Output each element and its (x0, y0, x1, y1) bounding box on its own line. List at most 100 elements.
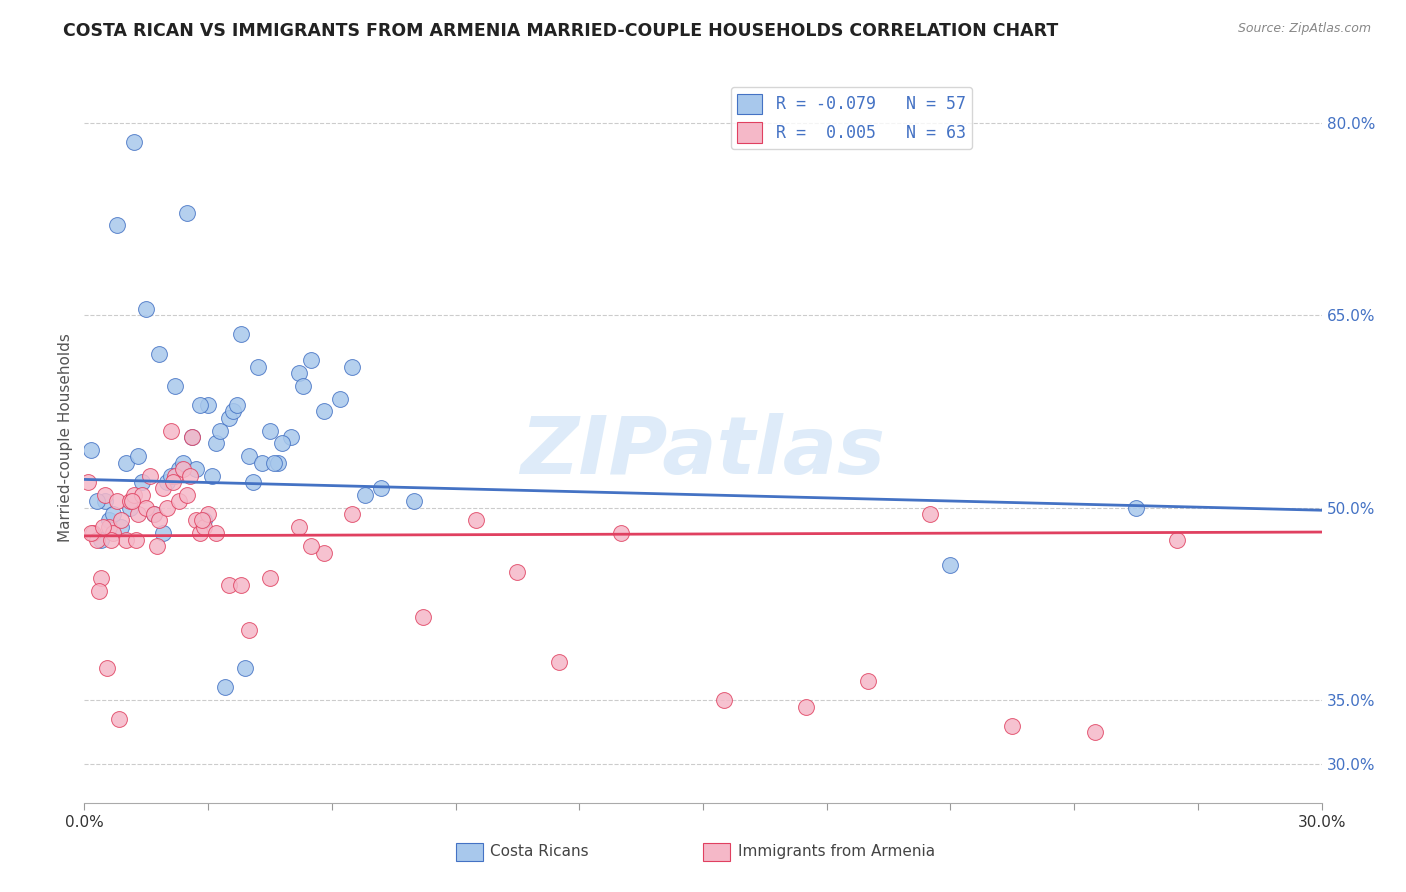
Point (87, 584, 110, 599)
Point (329, 392, 352, 406)
Point (135, 301, 157, 316)
Point (370, 482, 392, 496)
Point (172, 456, 194, 470)
Point (609, 526, 631, 541)
Point (165, 378, 187, 392)
Point (263, 456, 285, 470)
Point (122, 135, 145, 149)
Point (299, 539, 322, 553)
Point (229, 577, 252, 591)
Point (939, 558, 962, 573)
Point (259, 424, 281, 438)
Point (856, 673, 879, 688)
Text: Source: ZipAtlas.com: Source: ZipAtlas.com (1237, 22, 1371, 36)
Point (267, 456, 290, 470)
Point (103, 526, 125, 541)
Point (131, 488, 153, 502)
Legend: R = -0.079   N = 57, R =  0.005   N = 63: R = -0.079 N = 57, R = 0.005 N = 63 (731, 87, 973, 149)
Text: COSTA RICAN VS IMMIGRANTS FROM ARMENIA MARRIED-COUPLE HOUSEHOLDS CORRELATION CHA: COSTA RICAN VS IMMIGRANTS FROM ARMENIA M… (63, 22, 1059, 40)
Point (152, 526, 174, 541)
Point (205, 526, 228, 541)
Point (96, 661, 118, 675)
Point (79, 442, 101, 457)
Point (226, 398, 249, 412)
Point (288, 366, 311, 380)
Point (108, 712, 131, 726)
Point (197, 507, 219, 521)
Point (156, 475, 179, 489)
Point (205, 436, 228, 450)
Point (465, 514, 488, 528)
Point (342, 359, 364, 374)
Point (299, 353, 322, 368)
Point (86, 533, 108, 547)
Point (188, 526, 211, 541)
Point (162, 475, 184, 489)
Point (94, 494, 117, 508)
Point (506, 565, 529, 579)
Point (1001, 719, 1024, 733)
Point (238, 450, 260, 464)
Point (135, 500, 157, 515)
Point (176, 488, 198, 502)
Point (122, 488, 145, 502)
Bar (703, 843, 730, 862)
Point (114, 533, 136, 547)
Point (91, 520, 114, 534)
Point (218, 410, 240, 425)
Point (404, 494, 426, 508)
Point (193, 520, 215, 534)
Y-axis label: Married-couple Households: Married-couple Households (58, 333, 73, 541)
Point (110, 520, 132, 534)
Point (242, 475, 264, 489)
Point (271, 436, 294, 450)
Point (118, 500, 141, 515)
Bar (456, 843, 482, 862)
Point (160, 424, 183, 438)
Point (131, 475, 153, 489)
Point (1125, 500, 1147, 515)
Point (167, 494, 190, 508)
Point (193, 514, 215, 528)
Point (222, 404, 245, 418)
Point (165, 468, 187, 483)
Point (77, 475, 100, 489)
Point (152, 482, 174, 496)
Point (238, 623, 260, 637)
Point (156, 500, 179, 515)
Point (412, 609, 434, 624)
Point (218, 577, 240, 591)
Point (160, 468, 183, 483)
Point (188, 398, 211, 412)
Point (79, 526, 101, 541)
Point (1084, 725, 1107, 739)
Point (197, 398, 219, 412)
Point (233, 661, 256, 675)
Point (259, 571, 281, 585)
Point (214, 681, 236, 695)
Point (98, 514, 121, 528)
Point (105, 494, 128, 508)
Point (167, 462, 190, 476)
Text: Costa Ricans: Costa Ricans (491, 845, 589, 859)
Point (547, 655, 569, 669)
Point (180, 430, 202, 444)
Point (179, 468, 201, 483)
Point (110, 514, 132, 528)
Point (82, 526, 104, 541)
Point (209, 424, 232, 438)
Point (246, 359, 269, 374)
Text: ZIPatlas: ZIPatlas (520, 413, 886, 491)
Point (94, 488, 117, 502)
Text: Immigrants from Armenia: Immigrants from Armenia (738, 845, 935, 859)
Point (105, 219, 128, 233)
Point (176, 205, 198, 219)
Point (90, 571, 112, 585)
Point (184, 514, 207, 528)
Point (794, 699, 817, 714)
Point (184, 462, 207, 476)
Point (118, 494, 141, 508)
Point (918, 507, 941, 521)
Point (250, 456, 273, 470)
Point (288, 520, 311, 534)
